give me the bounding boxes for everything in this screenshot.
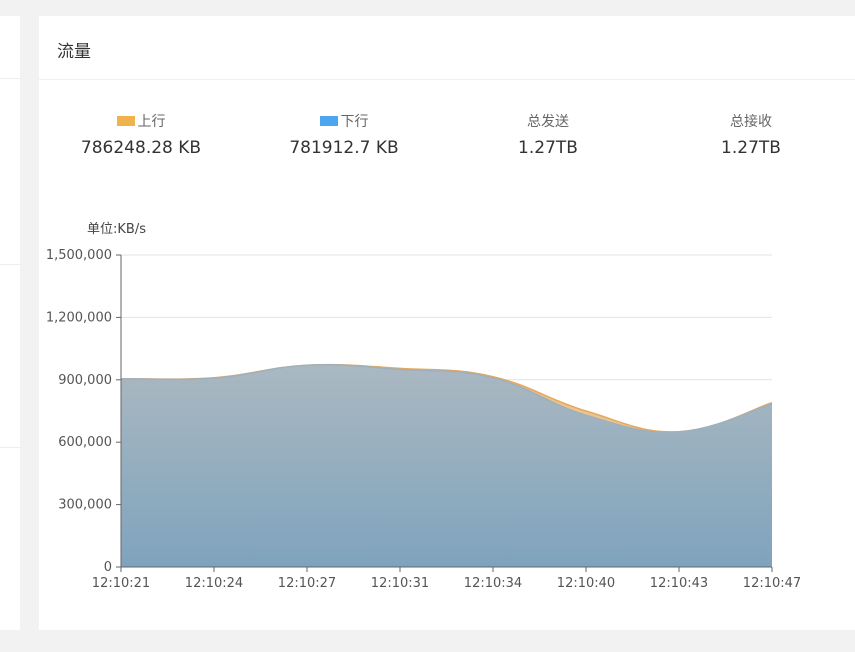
stat-total-sent: 总发送 1.27TB — [458, 112, 638, 158]
stat-upload: 上行 786248.28 KB — [51, 112, 231, 158]
left-panel — [0, 16, 20, 630]
y-tick-label: 0 — [104, 560, 112, 575]
download-legend-swatch — [319, 116, 338, 126]
x-tick-label: 12:10:43 — [650, 576, 708, 591]
stat-label: 下行 — [254, 112, 434, 132]
upload-legend-swatch — [116, 116, 135, 126]
x-tick-label: 12:10:47 — [743, 576, 801, 591]
stat-label-text: 总发送 — [527, 114, 569, 130]
stat-label-text: 总接收 — [730, 114, 772, 130]
stat-label: 总接收 — [661, 112, 841, 132]
y-tick-label: 300,000 — [58, 498, 112, 513]
stat-label-text: 下行 — [340, 114, 369, 130]
card-title: 流量 — [57, 42, 91, 62]
x-tick-label: 12:10:40 — [557, 576, 615, 591]
card-header: 流量 — [39, 16, 855, 80]
left-divider — [0, 78, 20, 79]
x-tick-label: 12:10:27 — [278, 576, 336, 591]
stat-value: 786248.28 KB — [80, 138, 202, 158]
stat-label-text: 上行 — [137, 114, 166, 130]
y-tick-label: 600,000 — [58, 435, 112, 450]
stat-value: 1.27TB — [721, 138, 781, 158]
series-download-line — [120, 364, 773, 433]
left-divider — [0, 447, 20, 448]
x-tick-label: 12:10:24 — [185, 576, 243, 591]
y-tick-label: 1,500,000 — [46, 248, 112, 263]
x-tick-label: 12:10:31 — [371, 576, 429, 591]
stat-value: 781912.7 KB — [289, 138, 399, 158]
y-tick-label: 1,200,000 — [46, 310, 112, 325]
stat-value: 1.27TB — [518, 138, 578, 158]
stat-total-received: 总接收 1.27TB — [661, 112, 841, 158]
x-tick-label: 12:10:34 — [464, 576, 522, 591]
x-tick-label: 12:10:21 — [92, 576, 150, 591]
stat-label: 总发送 — [458, 112, 638, 132]
series-download-area — [121, 364, 772, 567]
left-divider — [0, 264, 20, 265]
y-tick-label: 900,000 — [58, 373, 112, 388]
stat-download: 下行 781912.7 KB — [254, 112, 434, 158]
unit-label: 单位:KB/s — [87, 222, 146, 237]
stat-label: 上行 — [51, 112, 231, 132]
